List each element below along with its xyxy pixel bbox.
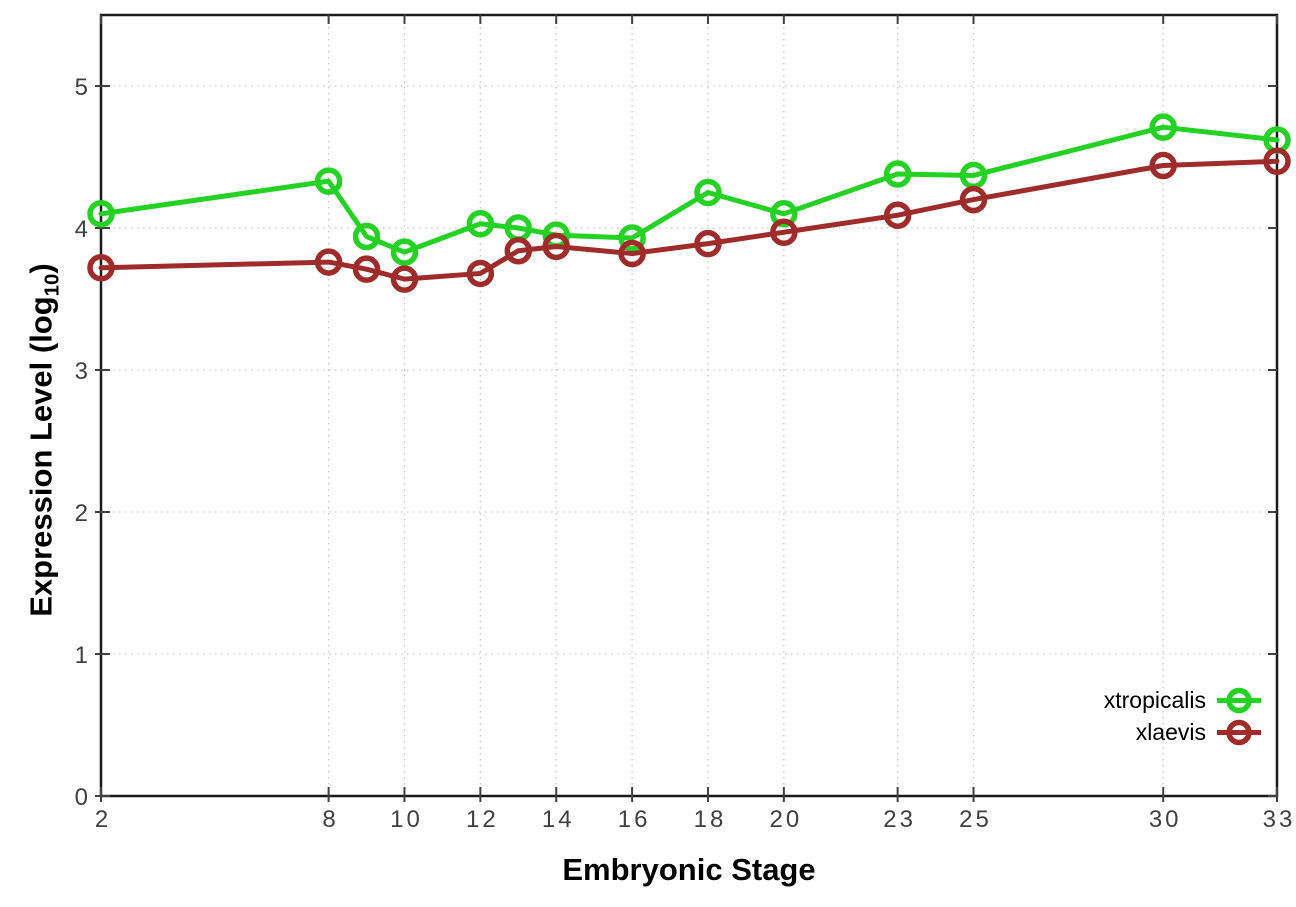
x-tick-label: 18 xyxy=(694,806,727,833)
data-point-marker xyxy=(352,255,381,283)
data-point-marker xyxy=(352,222,381,251)
y-axis-label-suffix: ) xyxy=(23,263,59,274)
data-point-marker xyxy=(504,236,533,265)
data-point-marker xyxy=(87,254,115,282)
x-tick-label: 20 xyxy=(769,806,802,833)
data-point-marker xyxy=(314,167,343,195)
x-tick-label: 30 xyxy=(1149,806,1182,833)
series-xtropicalis xyxy=(87,113,1291,266)
x-tick-labels: 2 8 10 12 14 16 18 20 23 25 30 33 xyxy=(95,806,1296,833)
line-circle-marker-icon xyxy=(1217,687,1261,714)
y-axis-label-subscript: 10 xyxy=(40,273,64,297)
data-point-marker xyxy=(883,201,912,229)
x-tick-label: 8 xyxy=(322,806,338,833)
series-xlaevis xyxy=(87,147,1291,293)
y-tick-label: 1 xyxy=(75,642,91,669)
data-point-marker xyxy=(694,178,722,207)
data-point-marker xyxy=(770,200,798,228)
data-point-marker xyxy=(390,265,419,293)
grid-lines xyxy=(101,15,1277,796)
legend-item-xlaevis: xlaevis xyxy=(1104,717,1263,748)
data-point-marker xyxy=(1149,151,1177,180)
line-circle-marker-icon xyxy=(1217,719,1261,746)
x-tick-label: 16 xyxy=(618,806,651,833)
data-point-marker xyxy=(390,238,419,266)
x-tick-label: 23 xyxy=(883,806,916,833)
y-tick-label: 2 xyxy=(75,500,91,527)
tick-marks xyxy=(95,15,1278,802)
y-axis-label-text: Expression Level (log xyxy=(23,296,59,617)
y-tick-label: 5 xyxy=(75,74,91,101)
y-tick-label: 0 xyxy=(75,784,91,811)
legend-item-xtropicalis: xtropicalis xyxy=(1104,685,1263,716)
data-point-marker xyxy=(87,200,115,228)
legend-label-xlaevis: xlaevis xyxy=(1135,719,1206,745)
data-point-marker xyxy=(314,248,343,276)
x-axis-label: Embryonic Stage xyxy=(562,852,816,887)
data-point-marker xyxy=(1263,147,1291,176)
x-tick-label: 14 xyxy=(542,806,575,833)
data-point-marker xyxy=(618,224,646,252)
x-tick-label: 25 xyxy=(959,806,992,833)
y-axis-label: Expression Level (log10) xyxy=(23,263,64,617)
y-tick-label: 4 xyxy=(75,216,91,243)
data-point-marker xyxy=(466,259,495,288)
data-point-marker xyxy=(959,185,988,214)
x-tick-label: 2 xyxy=(95,806,111,833)
data-point-marker xyxy=(1149,113,1177,141)
legend: xtropicalis xlaevis xyxy=(1104,685,1263,748)
y-tick-labels: 0 1 2 3 4 5 xyxy=(75,74,91,811)
x-tick-label: 12 xyxy=(466,806,499,833)
data-point-marker xyxy=(883,160,912,188)
data-point-marker xyxy=(542,232,570,261)
data-point-marker xyxy=(694,229,722,258)
legend-label-xtropicalis: xtropicalis xyxy=(1103,687,1206,713)
y-tick-label: 3 xyxy=(75,358,91,385)
x-tick-label: 10 xyxy=(390,806,423,833)
data-point-marker xyxy=(618,239,646,268)
plot-border xyxy=(99,13,1279,798)
x-tick-label: 33 xyxy=(1263,806,1296,833)
data-point-marker xyxy=(770,218,798,247)
data-point-marker xyxy=(466,209,495,238)
